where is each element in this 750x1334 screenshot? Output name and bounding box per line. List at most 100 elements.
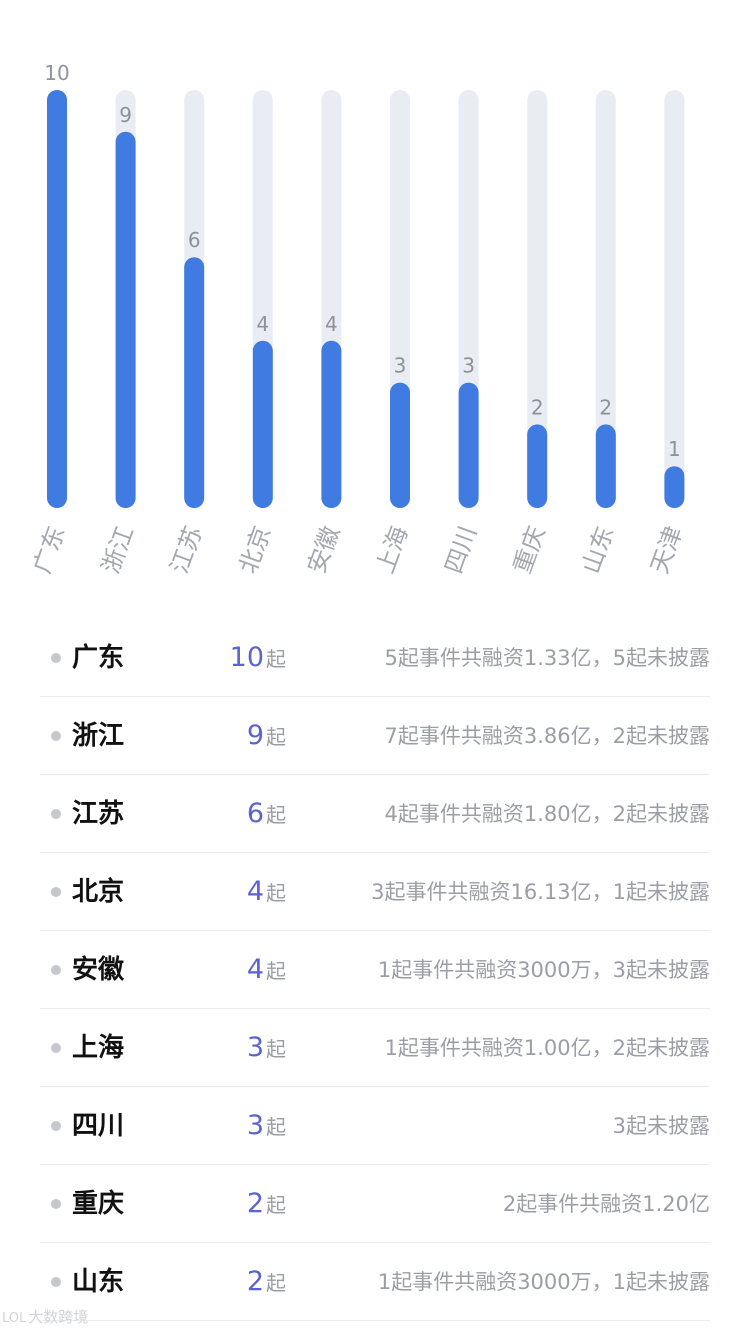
event-count-number: 6: [246, 798, 264, 829]
event-count-number: 3: [246, 1110, 264, 1141]
bar: [527, 424, 548, 508]
financing-detail: 1起事件共融资3000万，1起未披露: [377, 1270, 710, 1294]
bar-value-label: 2: [599, 395, 612, 419]
category-label: 重庆: [508, 522, 551, 577]
bar-value-label: 4: [256, 312, 269, 336]
bar-value-label: 4: [325, 312, 338, 336]
bullet-dot: [51, 809, 61, 819]
bar-value-label: 3: [462, 354, 475, 378]
province-name: 四川: [72, 1111, 125, 1141]
category-label: 北京: [234, 522, 277, 577]
event-count-number: 3: [246, 1032, 264, 1063]
bar-value-label: 9: [119, 103, 132, 127]
bar-value-label: 6: [188, 228, 201, 252]
bar: [115, 131, 136, 509]
bullet-dot: [51, 887, 61, 897]
bar-value-label: 10: [44, 61, 69, 85]
event-count-unit: 起: [266, 803, 286, 827]
category-label: 四川: [440, 522, 483, 577]
event-count-unit: 起: [266, 1037, 286, 1061]
province-name: 北京: [72, 877, 125, 907]
bar-track: [595, 90, 616, 508]
list-item: 广东 10 起 5起事件共融资1.33亿，5起未披露: [40, 619, 710, 697]
province-name: 江苏: [72, 799, 125, 829]
financing-detail: 5起事件共融资1.33亿，5起未披露: [384, 646, 710, 670]
financing-detail: 1起事件共融资3000万，3起未披露: [377, 958, 710, 982]
event-count: 10 起: [230, 639, 286, 680]
category-label: 广东: [28, 522, 71, 577]
bar-chart: 10 广东 9 浙江 6 江苏 4 北京 4 安徽 3 上海 3 四川 2 重庆 2 山东 1 天津: [28, 61, 688, 577]
lol-logo-icon: LOL: [2, 1311, 27, 1326]
bullet-dot: [51, 653, 61, 663]
province-name: 安徽: [72, 955, 125, 985]
bar-value-label: 1: [668, 437, 681, 461]
financing-detail: 3起未披露: [612, 1114, 710, 1138]
event-count-number: 2: [246, 1188, 264, 1219]
watermark-text: 大数跨境: [28, 1308, 89, 1326]
category-label: 浙江: [97, 522, 140, 577]
bullet-dot: [51, 1199, 61, 1209]
bullet-dot: [51, 731, 61, 741]
financing-detail: 4起事件共融资1.80亿，2起未披露: [384, 802, 710, 826]
event-count-unit: 起: [266, 881, 286, 905]
bar: [390, 382, 410, 508]
bar-track: [527, 90, 548, 508]
bar: [664, 466, 685, 508]
event-count-unit: 起: [266, 1271, 286, 1295]
event-count-number: 4: [246, 876, 264, 907]
event-count-unit: 起: [266, 647, 286, 671]
event-count-number: 4: [246, 954, 264, 985]
province-name: 上海: [72, 1033, 125, 1063]
financing-detail: 1起事件共融资1.00亿，2起未披露: [384, 1036, 710, 1060]
watermark: LOL 大数跨境: [2, 1306, 88, 1327]
bar: [458, 382, 479, 508]
bullet-dot: [51, 1121, 61, 1131]
province-name: 山东: [72, 1267, 125, 1297]
bar-value-label: 2: [531, 395, 544, 419]
event-count-unit: 起: [266, 959, 286, 983]
event-count-number: 9: [246, 720, 264, 751]
bullet-dot: [51, 965, 61, 975]
province-name: 广东: [72, 643, 125, 673]
bullet-dot: [51, 1277, 61, 1287]
bar-value-label: 3: [394, 354, 407, 378]
bar: [47, 90, 67, 508]
event-count-unit: 起: [266, 725, 286, 749]
event-count-unit: 起: [266, 1115, 286, 1139]
event-count-unit: 起: [266, 1193, 286, 1217]
bar: [252, 340, 273, 508]
category-label: 上海: [371, 522, 414, 577]
province-name: 浙江: [72, 721, 125, 751]
category-label: 江苏: [165, 522, 208, 577]
bullet-dot: [51, 1043, 61, 1053]
category-label: 山东: [577, 522, 620, 577]
bar: [321, 340, 342, 508]
province-name: 重庆: [72, 1189, 125, 1219]
bar-track: [664, 90, 685, 508]
category-label: 安徽: [302, 522, 345, 577]
category-label: 天津: [645, 522, 688, 577]
financing-detail: 2起事件共融资1.20亿: [502, 1192, 710, 1216]
event-count-number: 2: [246, 1266, 264, 1297]
financing-detail: 7起事件共融资3.86亿，2起未披露: [384, 724, 710, 748]
bar: [595, 424, 616, 508]
event-count-number: 10: [229, 642, 264, 673]
bar: [184, 257, 205, 508]
